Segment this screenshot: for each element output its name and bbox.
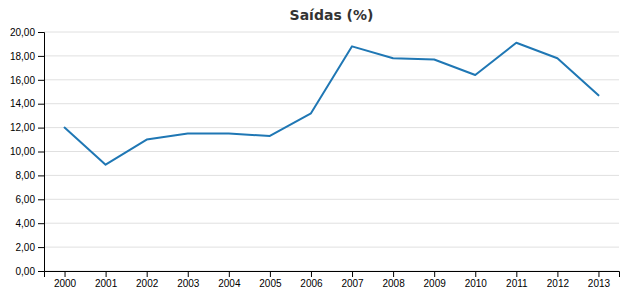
y-tick-label: 6,00 [16,194,36,205]
y-tick: 2,00 [16,242,44,253]
y-tick-label: 16,00 [10,75,35,86]
y-tick: 10,00 [10,146,44,157]
y-tick-label: 8,00 [16,170,36,181]
x-tick-label: 2013 [588,278,611,289]
x-tick-label: 2008 [382,278,405,289]
x-tick: 2011 [506,271,528,289]
chart-svg: 2000 2001 2002 2003 2004 2005 2006 2007 2008 2009… [0,0,637,297]
x-tick: 2010 [465,271,488,289]
x-tick-label: 2001 [95,278,118,289]
y-tick: 16,00 [10,75,44,86]
y-tick-mark [38,175,44,176]
y-tick-label: 18,00 [10,51,35,62]
grid-line [44,223,619,224]
x-tick: 2008 [382,271,405,289]
y-tick: 12,00 [10,122,44,133]
x-tick: 2004 [218,271,241,289]
grid-line [44,247,619,248]
x-tick: 2003 [177,271,200,289]
y-tick-mark [38,56,44,57]
x-tick-mark [65,271,66,277]
x-tick-mark [393,271,394,277]
x-tick-mark [311,271,312,277]
x-tick: 2005 [259,271,282,289]
y-tick-label: 12,00 [10,122,35,133]
x-tick-label: 2000 [54,278,77,289]
y-tick-mark [38,223,44,224]
x-tick: 2012 [547,271,570,289]
x-tick: 2002 [136,271,159,289]
x-tick-mark [598,271,599,277]
marks [65,43,599,165]
chart-title: Saídas (%) [290,7,374,23]
x-tick: 2007 [341,271,364,289]
grid-line [44,55,619,56]
x-tick-label: 2007 [341,278,364,289]
x-axis: 2000 2001 2002 2003 2004 2005 2006 2007 2008 2009… [45,271,620,289]
data-line [65,43,599,165]
x-tick-mark [270,271,271,277]
grid [44,32,619,271]
x-tick-mark [352,271,353,277]
y-tick-mark [38,152,44,153]
x-tick-mark [188,271,189,277]
x-tick-label: 2005 [259,278,282,289]
y-tick-label: 0,00 [16,266,36,277]
y-tick-label: 10,00 [10,146,35,157]
plot-area: 2000 2001 2002 2003 2004 2005 2006 2007 2008 2009… [10,27,620,289]
grid-line [44,127,619,128]
x-tick: 2000 [54,271,77,289]
y-tick-mark [38,104,44,105]
y-tick-mark [38,199,44,200]
x-tick-label: 2004 [218,278,241,289]
y-tick-mark [38,128,44,129]
y-tick: 4,00 [16,218,44,229]
grid-line [44,151,619,152]
y-tick-label: 14,00 [10,98,35,109]
x-tick-mark [434,271,435,277]
x-tick-label: 2003 [177,278,200,289]
y-tick: 18,00 [10,51,44,62]
x-tick-label: 2006 [300,278,323,289]
x-tick-label: 2012 [547,278,570,289]
y-tick: 6,00 [16,194,44,205]
grid-line [44,199,619,200]
y-tick: 14,00 [10,98,44,109]
y-tick-mark [38,271,44,272]
y-tick: 8,00 [16,170,44,181]
y-axis: 0,00 2,00 4,00 6,00 8,00 10,00 12,00 14,00 16,00… [10,27,45,277]
y-tick: 20,00 [10,27,44,38]
x-tick-mark [557,271,558,277]
x-tick-mark [229,271,230,277]
x-tick: 2001 [95,271,118,289]
x-tick-label: 2011 [506,278,528,289]
y-tick-label: 2,00 [16,242,36,253]
x-tick-mark [475,271,476,277]
y-tick: 0,00 [16,266,44,277]
y-tick-mark [38,80,44,81]
y-tick-mark [38,247,44,248]
chart-container: 2000 2001 2002 2003 2004 2005 2006 2007 2008 2009… [0,0,637,297]
y-tick-mark [38,32,44,33]
x-tick-label: 2002 [136,278,159,289]
x-tick: 2013 [588,271,611,289]
x-tick: 2006 [300,271,323,289]
x-axis-line [45,272,620,278]
x-tick-mark [106,271,107,277]
x-tick-mark [147,271,148,277]
grid-line [44,103,619,104]
grid-line [44,175,619,176]
y-tick-label: 4,00 [16,218,36,229]
x-tick-label: 2009 [424,278,447,289]
x-tick-label: 2010 [465,278,488,289]
grid-line [44,32,619,33]
x-tick-mark [516,271,517,277]
y-axis-line [38,33,45,272]
x-tick: 2009 [424,271,447,289]
y-tick-label: 20,00 [10,27,35,38]
